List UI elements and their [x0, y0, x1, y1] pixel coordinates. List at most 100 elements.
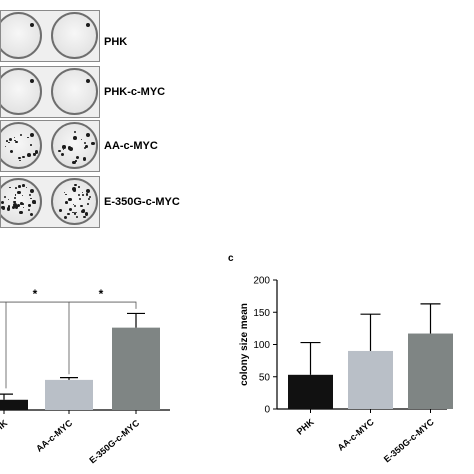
- y-tick-label: 150: [253, 308, 270, 319]
- colony-dot: [77, 194, 80, 197]
- colony-dot: [13, 202, 18, 207]
- colony-dot: [76, 156, 80, 160]
- significance-bracket: [0, 301, 70, 375]
- colony-dot: [61, 152, 65, 156]
- x-tick-label: AA-c-MYC: [34, 418, 75, 454]
- colony-dot: [8, 141, 10, 144]
- colony-dot: [87, 197, 90, 200]
- colony-dot: [83, 142, 87, 145]
- bar: [288, 374, 333, 409]
- colony-dot: [1, 201, 4, 205]
- colony-dot: [74, 183, 77, 187]
- colony-dot: [4, 196, 7, 199]
- colony-dot: [67, 146, 72, 150]
- colony-dot: [78, 197, 81, 200]
- well-right: [51, 178, 98, 225]
- well-right: [51, 12, 98, 59]
- colony-plates-panel: PHK PHK-c-MYC AA-c-MYC E-350G-c-MYC: [0, 10, 180, 228]
- colony-dot: [73, 135, 78, 140]
- significance-star: *: [99, 287, 104, 301]
- colony-dot: [71, 160, 76, 165]
- colony-dot: [13, 201, 16, 204]
- colony-dot: [75, 160, 77, 162]
- row-label-phk: PHK: [104, 36, 128, 48]
- colony-dot: [81, 191, 84, 194]
- colony-dot: [72, 203, 74, 205]
- colony-dot: [75, 212, 77, 214]
- colony-dot: [85, 193, 88, 196]
- colony-dot: [72, 211, 75, 214]
- colony-dot: [17, 190, 22, 195]
- colony-dot: [13, 136, 15, 139]
- colony-dot: [14, 197, 17, 200]
- colony-dot: [26, 153, 31, 158]
- colony-dot: [26, 186, 28, 188]
- colony-dot: [32, 200, 36, 204]
- y-tick-label: 200: [253, 276, 270, 287]
- colony-dot: [22, 206, 24, 208]
- colony-dot: [86, 133, 90, 137]
- panel-label: c: [228, 253, 234, 264]
- colony-dot: [33, 153, 35, 155]
- colony-dot: [83, 215, 87, 219]
- colony-dot: [86, 23, 90, 27]
- colony-dot: [81, 205, 83, 207]
- colony-dot: [65, 193, 67, 196]
- colony-dot: [30, 212, 34, 216]
- well-left: [1, 178, 42, 225]
- colony-dot: [7, 207, 11, 211]
- colony-dot: [30, 79, 34, 83]
- colony-dot: [22, 203, 24, 205]
- colony-dot: [62, 145, 66, 149]
- well-right: [51, 68, 98, 115]
- colony-dot: [22, 155, 25, 159]
- colony-dot: [77, 186, 80, 189]
- y-axis-label: colony size mean: [239, 303, 250, 386]
- bar: [45, 379, 93, 410]
- colony-dot: [27, 136, 29, 139]
- colony-dot: [16, 203, 20, 207]
- colony-dot: [64, 192, 66, 194]
- x-tick-label: PHK: [0, 418, 10, 438]
- colony-dot: [82, 194, 84, 196]
- plate-row-phk: [0, 10, 100, 62]
- colony-dot: [69, 208, 73, 212]
- colony-dot: [28, 204, 31, 207]
- well-right: [51, 122, 98, 169]
- well-left: [1, 68, 42, 115]
- y-tick-label: 50: [259, 372, 271, 383]
- x-tick-label: E-350G-c-MYC: [87, 418, 141, 466]
- colony-dot: [18, 185, 21, 188]
- plate-row-phk-c-myc: [0, 66, 100, 118]
- colony-dot: [73, 130, 77, 134]
- plate-row-aa-c-myc: [0, 120, 100, 172]
- y-tick-label: 100: [253, 340, 270, 351]
- well-left: [1, 122, 42, 169]
- colony-dot: [30, 189, 34, 193]
- colony-dot: [8, 199, 10, 201]
- colony-dot: [9, 186, 11, 189]
- colony-dot: [14, 194, 17, 196]
- colony-dot: [18, 156, 21, 160]
- row-label-e-350g-c-myc: E-350G-c-MYC: [104, 196, 180, 208]
- colony-dot: [80, 209, 85, 214]
- colony-dot: [34, 150, 39, 155]
- bar: [348, 350, 393, 409]
- well-left: [1, 12, 42, 59]
- colony-dot: [2, 206, 6, 210]
- colony-dot: [30, 197, 32, 199]
- colony-dot: [63, 215, 68, 220]
- colony-dot: [15, 186, 17, 189]
- row-label-aa-c-myc: AA-c-MYC: [104, 140, 158, 152]
- colony-dot: [73, 212, 77, 215]
- colony-dot: [57, 149, 61, 153]
- colony-dot: [90, 141, 95, 146]
- colony-dot: [74, 205, 77, 208]
- colony-dot: [75, 216, 78, 219]
- colony-dot: [86, 189, 90, 193]
- colony-dot: [21, 194, 23, 196]
- colony-dot: [73, 187, 77, 191]
- colony-dot: [4, 145, 6, 148]
- chart-c: c 0 50 100 150 200 colony size mean PHK AA-c-MYC…: [228, 253, 453, 464]
- colony-dot: [12, 205, 16, 209]
